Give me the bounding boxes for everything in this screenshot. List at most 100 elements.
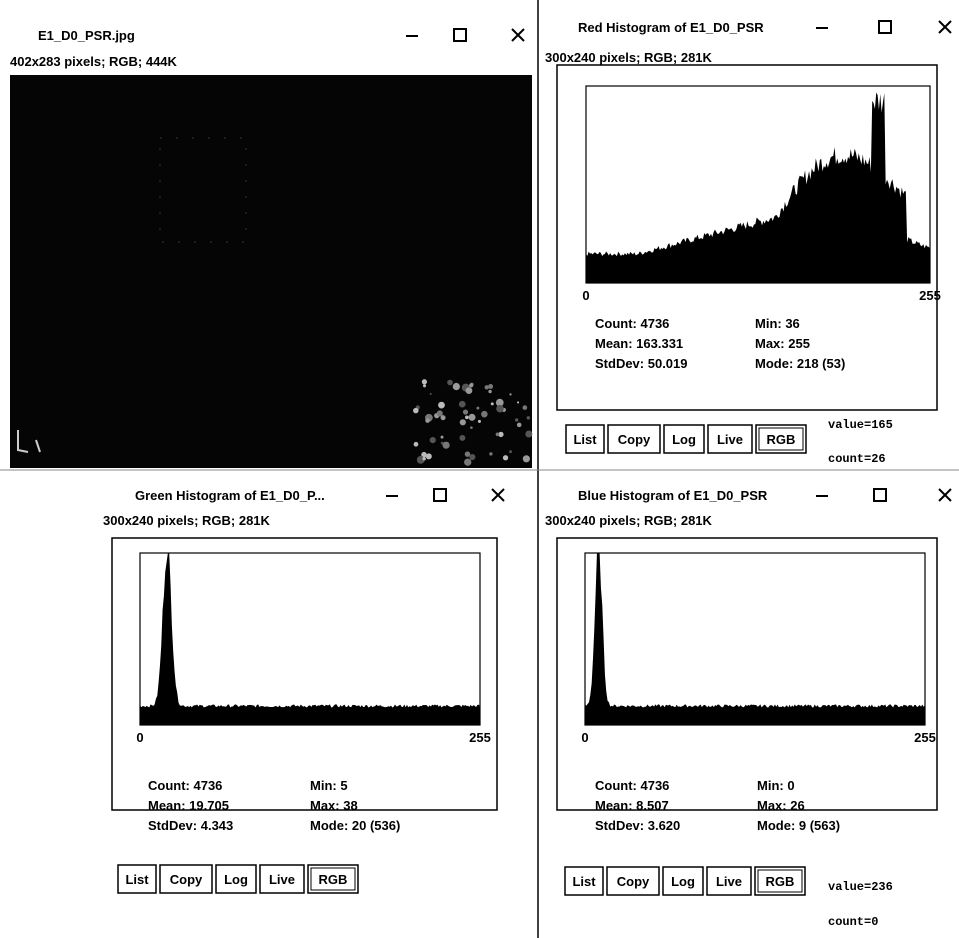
- stat: Mode: 9 (563): [757, 818, 840, 833]
- image-detail: [503, 455, 508, 460]
- stat: Mode: 20 (536): [310, 818, 400, 833]
- image-detail: [430, 437, 436, 443]
- image-detail: [478, 420, 481, 423]
- image-detail: [491, 402, 494, 405]
- screen: E1_D0_PSR.jpg 402x283 pixels; RGB; 444K …: [0, 0, 959, 938]
- image-detail: [496, 405, 504, 413]
- image-detail: [469, 383, 473, 387]
- button-label[interactable]: Log: [224, 872, 248, 887]
- image-detail: [463, 409, 468, 414]
- image-detail: [515, 418, 518, 421]
- stat: Count: 4736: [148, 778, 222, 793]
- button-label[interactable]: RGB: [319, 872, 348, 887]
- image-detail: [469, 454, 475, 460]
- button-label[interactable]: Copy: [617, 874, 650, 889]
- stat: Mean: 8.507: [595, 798, 669, 813]
- image-detail: [488, 384, 493, 389]
- image-detail: [441, 436, 444, 439]
- axis-label: 0: [582, 288, 589, 303]
- button-label[interactable]: Log: [672, 432, 696, 447]
- image-detail: [517, 423, 522, 428]
- window-title: Blue Histogram of E1_D0_PSR: [578, 488, 768, 503]
- image-detail: [470, 426, 473, 429]
- value-readout: value=236: [828, 880, 893, 894]
- stat: StdDev: 50.019: [595, 356, 688, 371]
- stat: Count: 4736: [595, 316, 669, 331]
- axis-label: 255: [469, 730, 491, 745]
- stat: Min: 36: [755, 316, 800, 331]
- image-detail: [527, 416, 530, 419]
- button-label[interactable]: RGB: [767, 432, 796, 447]
- image-detail: [489, 452, 492, 455]
- stat: Count: 4736: [595, 778, 669, 793]
- button-label[interactable]: List: [572, 874, 596, 889]
- stat: Max: 38: [310, 798, 358, 813]
- image-detail: [517, 401, 519, 403]
- button-label[interactable]: RGB: [766, 874, 795, 889]
- window-title: Green Histogram of E1_D0_P...: [135, 488, 325, 503]
- button-label[interactable]: Copy: [170, 872, 203, 887]
- stat: StdDev: 4.343: [148, 818, 233, 833]
- image-detail: [466, 387, 473, 394]
- stat: Min: 5: [310, 778, 348, 793]
- image-detail: [464, 459, 471, 466]
- image-detail: [459, 401, 466, 408]
- axis-label: 0: [136, 730, 143, 745]
- image-detail: [426, 453, 432, 459]
- image-detail: [485, 385, 489, 389]
- image-detail: [438, 402, 445, 409]
- stat: Mean: 163.331: [595, 336, 683, 351]
- stat: Min: 0: [757, 778, 795, 793]
- image-detail: [523, 405, 528, 410]
- button-label[interactable]: Live: [269, 872, 295, 887]
- window-title: E1_D0_PSR.jpg: [38, 28, 135, 43]
- image-detail: [459, 435, 465, 441]
- image-detail: [414, 442, 419, 447]
- image-detail: [525, 431, 532, 438]
- image-detail: [476, 407, 479, 410]
- image-detail: [430, 393, 432, 395]
- stat: Mode: 218 (53): [755, 356, 845, 371]
- stat: Max: 26: [757, 798, 805, 813]
- count-readout: count=0: [828, 915, 878, 929]
- image-info: 402x283 pixels; RGB; 444K: [10, 54, 178, 69]
- image-info: 300x240 pixels; RGB; 281K: [545, 513, 713, 528]
- image-detail: [523, 455, 530, 462]
- window-title: Red Histogram of E1_D0_PSR: [578, 20, 764, 35]
- image-detail: [443, 442, 450, 449]
- button-label[interactable]: Live: [716, 874, 742, 889]
- image-detail: [468, 414, 475, 421]
- count-readout: count=26: [828, 452, 886, 466]
- image-detail: [422, 457, 425, 460]
- button-label[interactable]: Copy: [618, 432, 651, 447]
- button-label[interactable]: List: [573, 432, 597, 447]
- stat: Mean: 19.705: [148, 798, 229, 813]
- image-detail: [481, 411, 488, 418]
- image: [10, 75, 532, 468]
- image-info: 300x240 pixels; RGB; 281K: [103, 513, 271, 528]
- image-detail: [437, 410, 443, 416]
- button-label[interactable]: List: [125, 872, 149, 887]
- image-detail: [453, 383, 460, 390]
- image-detail: [509, 450, 512, 453]
- image-detail: [447, 380, 453, 386]
- image-info: 300x240 pixels; RGB; 281K: [545, 50, 713, 65]
- image-detail: [465, 451, 471, 457]
- stat: StdDev: 3.620: [595, 818, 680, 833]
- image-detail: [460, 419, 466, 425]
- image-detail: [423, 384, 426, 387]
- axis-label: 255: [914, 730, 936, 745]
- image-detail: [422, 379, 427, 384]
- image-detail: [425, 418, 429, 422]
- value-readout: value=165: [828, 418, 893, 432]
- image-detail: [496, 433, 500, 437]
- axis-label: 0: [581, 730, 588, 745]
- axis-label: 255: [919, 288, 941, 303]
- stat: Max: 255: [755, 336, 810, 351]
- image-detail: [488, 390, 491, 393]
- image-detail: [413, 408, 419, 414]
- image-detail: [465, 416, 469, 420]
- button-label[interactable]: Live: [717, 432, 743, 447]
- image-detail: [509, 393, 511, 395]
- button-label[interactable]: Log: [671, 874, 695, 889]
